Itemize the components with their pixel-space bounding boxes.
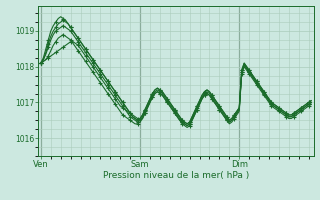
X-axis label: Pression niveau de la mer( hPa ): Pression niveau de la mer( hPa ) — [103, 171, 249, 180]
